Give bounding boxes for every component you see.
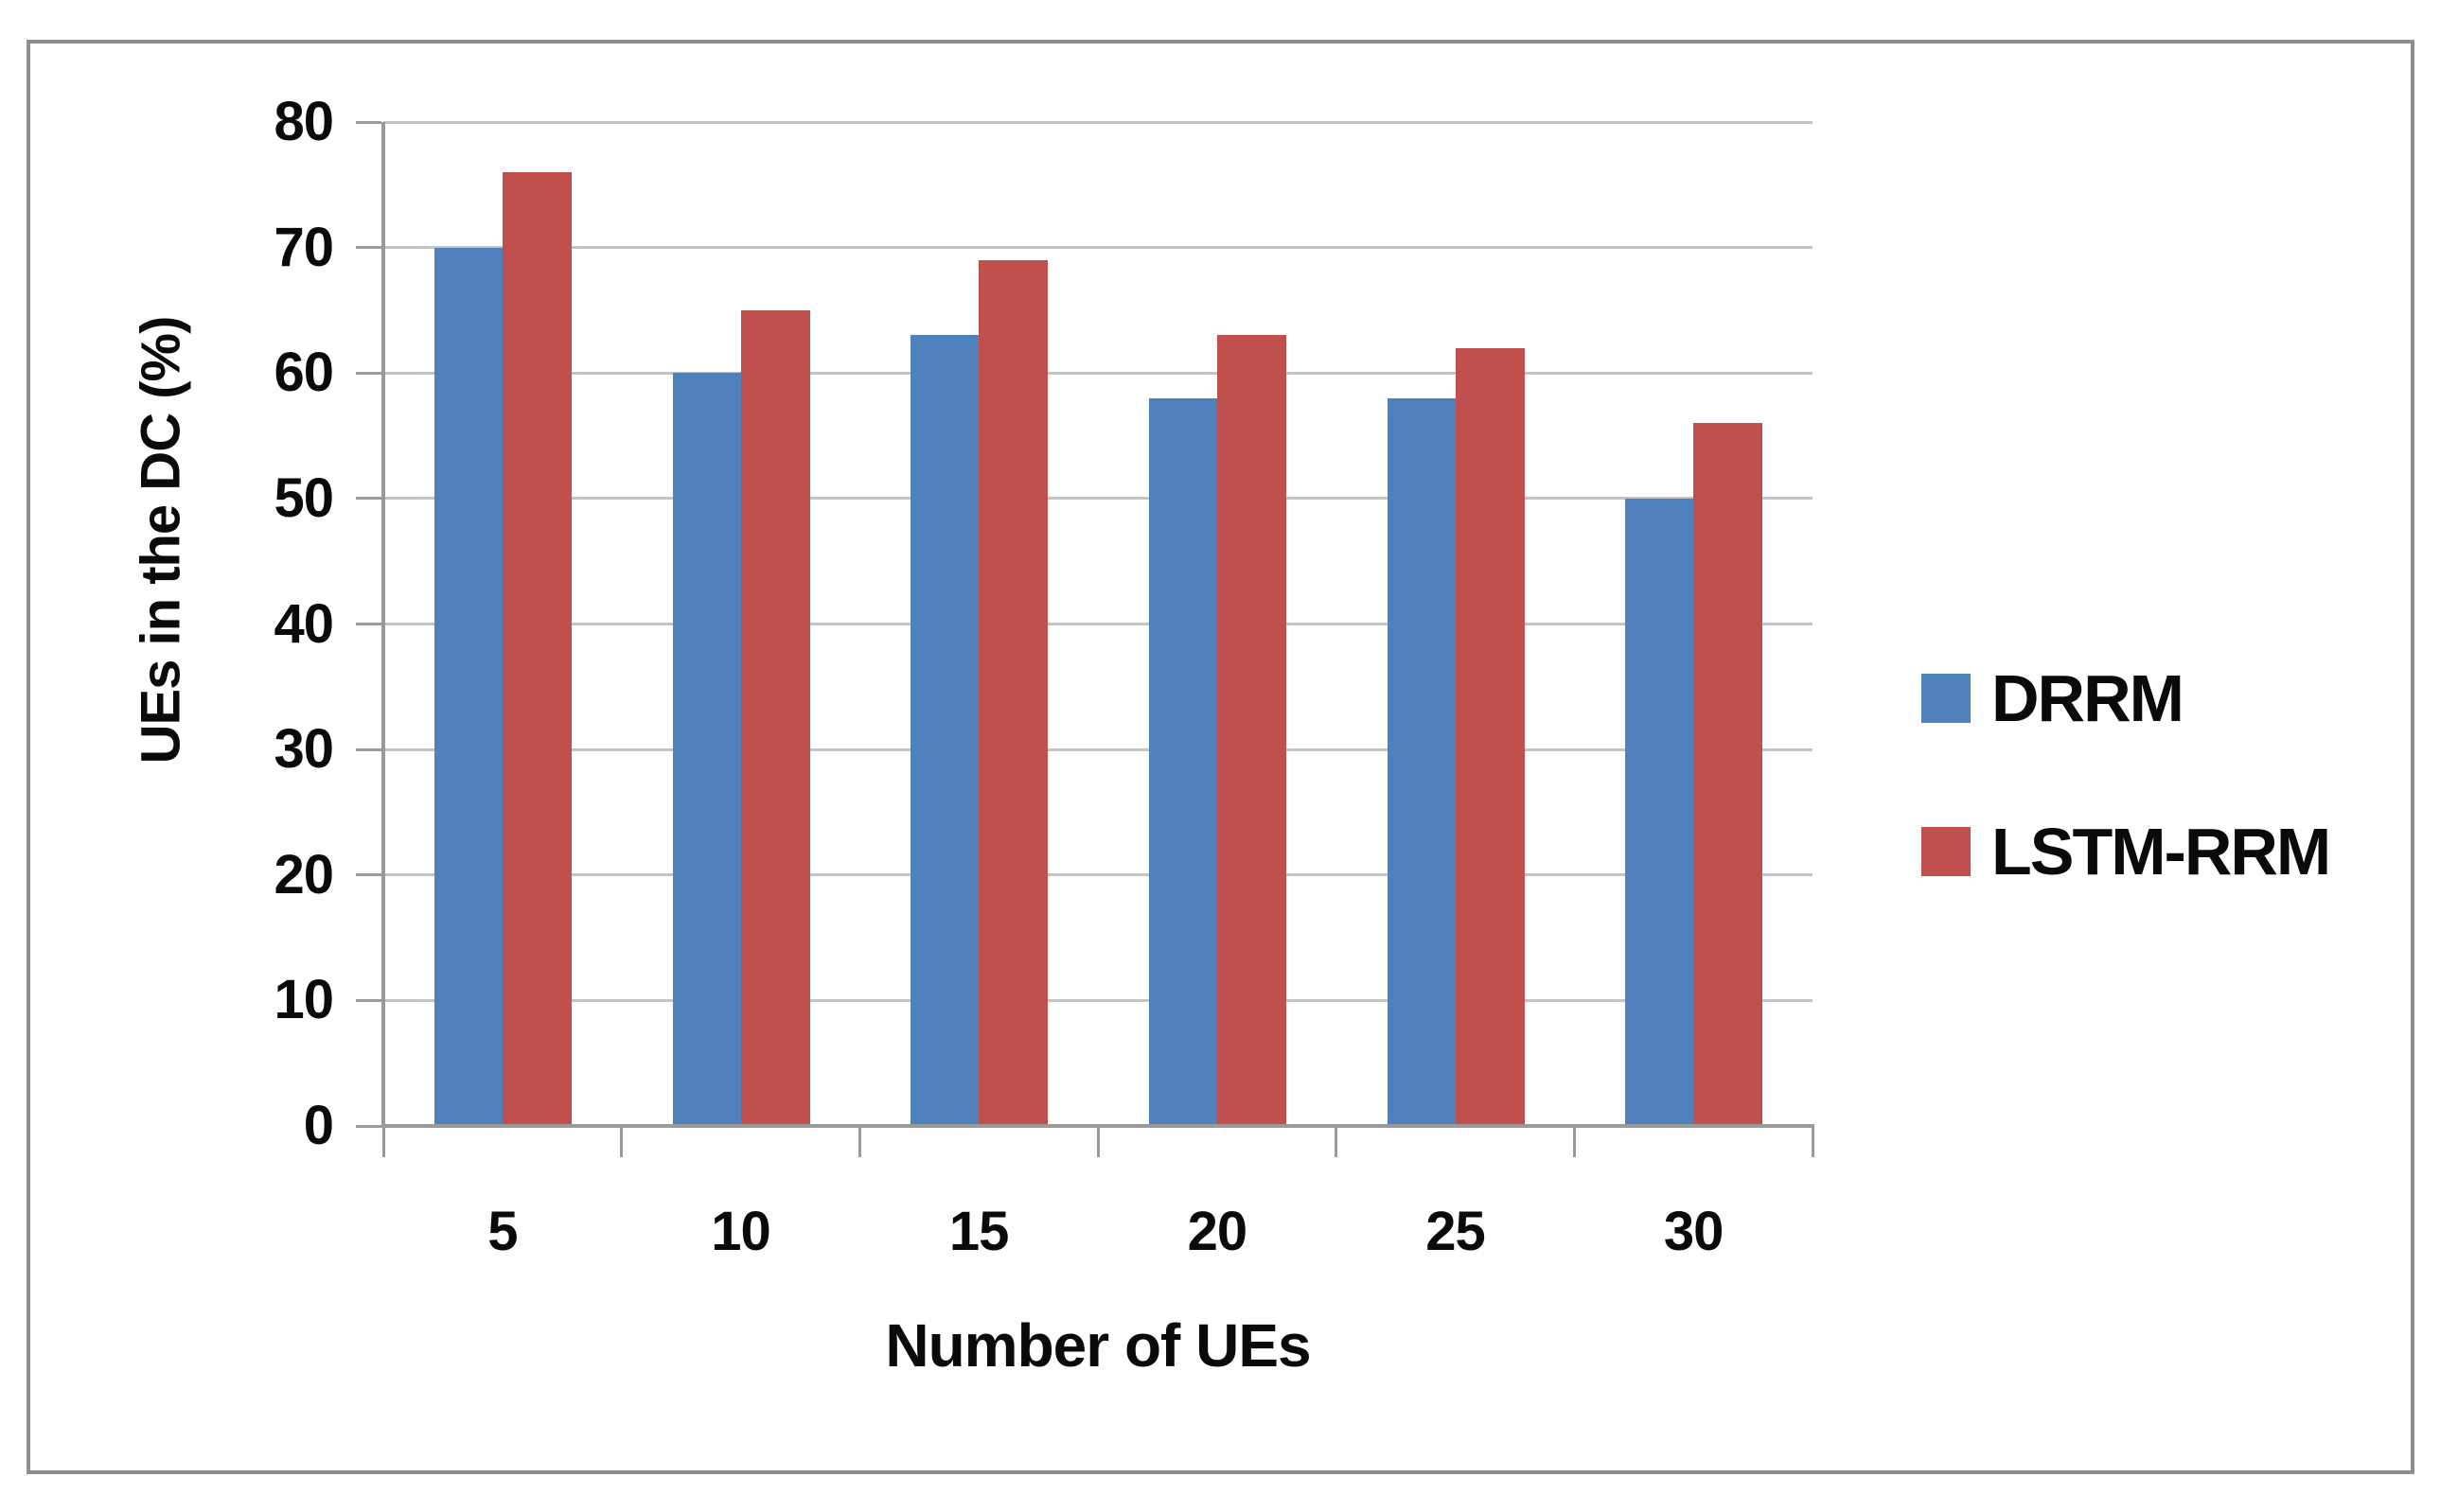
x-tick-mark bbox=[381, 1126, 385, 1157]
y-tick-mark bbox=[356, 497, 381, 501]
h-gridline bbox=[383, 371, 1813, 375]
x-tick-mark bbox=[1572, 1126, 1576, 1157]
x-tick-mark bbox=[1811, 1126, 1814, 1157]
legend-swatch-drrm bbox=[1921, 674, 1971, 723]
bar-drrm bbox=[672, 373, 741, 1126]
y-tick-mark bbox=[356, 246, 381, 250]
legend: DRRM LSTM-RRM bbox=[1921, 665, 2331, 888]
y-tick-label: 40 bbox=[274, 592, 334, 655]
bar-drrm bbox=[433, 247, 503, 1126]
legend-label-drrm: DRRM bbox=[1991, 661, 2184, 735]
y-tick-label: 10 bbox=[274, 969, 334, 1031]
y-axis-line bbox=[381, 122, 385, 1128]
x-tick-mark bbox=[620, 1126, 624, 1157]
bar-drrm bbox=[911, 335, 980, 1126]
bar-lstm-rrm bbox=[740, 309, 810, 1126]
h-gridline bbox=[383, 873, 1813, 877]
y-tick-label: 80 bbox=[274, 91, 334, 152]
h-gridline bbox=[383, 497, 1813, 501]
bar-drrm bbox=[1625, 498, 1694, 1126]
h-gridline bbox=[383, 120, 1813, 124]
x-tick-mark bbox=[858, 1126, 861, 1157]
x-tick-label: 20 bbox=[1187, 1201, 1248, 1262]
y-tick-mark bbox=[356, 120, 381, 124]
x-axis-title: Number of UEs bbox=[885, 1311, 1311, 1380]
y-tick-label: 0 bbox=[303, 1095, 334, 1156]
legend-item-drrm: DRRM bbox=[1921, 665, 2329, 731]
bar-lstm-rrm bbox=[1216, 335, 1286, 1126]
h-gridline bbox=[383, 747, 1813, 751]
y-tick-mark bbox=[356, 371, 381, 375]
y-tick-label: 50 bbox=[274, 466, 334, 529]
legend-item-lstm-rrm: LSTM-RRM bbox=[1921, 815, 2331, 888]
x-tick-label: 10 bbox=[711, 1201, 771, 1262]
bar-drrm bbox=[1387, 397, 1456, 1126]
x-tick-label: 5 bbox=[487, 1201, 518, 1262]
y-tick-mark bbox=[356, 1124, 381, 1128]
bar-drrm bbox=[1148, 397, 1217, 1126]
h-gridline bbox=[383, 246, 1813, 250]
legend-label-lstm-rrm: LSTM-RRM bbox=[1991, 815, 2331, 888]
y-tick-mark bbox=[356, 998, 381, 1002]
h-gridline bbox=[383, 623, 1813, 625]
y-tick-mark bbox=[356, 873, 381, 877]
y-tick-mark bbox=[356, 747, 381, 751]
y-tick-label: 30 bbox=[274, 718, 334, 781]
x-tick-label: 25 bbox=[1425, 1201, 1486, 1262]
x-tick-mark bbox=[1096, 1126, 1100, 1157]
bar-lstm-rrm bbox=[1455, 347, 1525, 1126]
h-gridline bbox=[383, 998, 1813, 1002]
bar-lstm-rrm bbox=[979, 259, 1049, 1126]
plot-area bbox=[383, 120, 1813, 1126]
x-tick-label: 30 bbox=[1663, 1201, 1724, 1262]
x-tick-label: 15 bbox=[948, 1201, 1010, 1262]
y-tick-label: 20 bbox=[274, 843, 334, 905]
x-tick-mark bbox=[1335, 1126, 1338, 1157]
y-tick-label: 60 bbox=[274, 342, 334, 404]
legend-swatch-lstm-rrm bbox=[1921, 827, 1971, 876]
y-tick-mark bbox=[356, 623, 381, 625]
bar-lstm-rrm bbox=[1693, 423, 1763, 1126]
y-tick-label: 70 bbox=[274, 216, 334, 278]
bar-lstm-rrm bbox=[502, 172, 572, 1126]
